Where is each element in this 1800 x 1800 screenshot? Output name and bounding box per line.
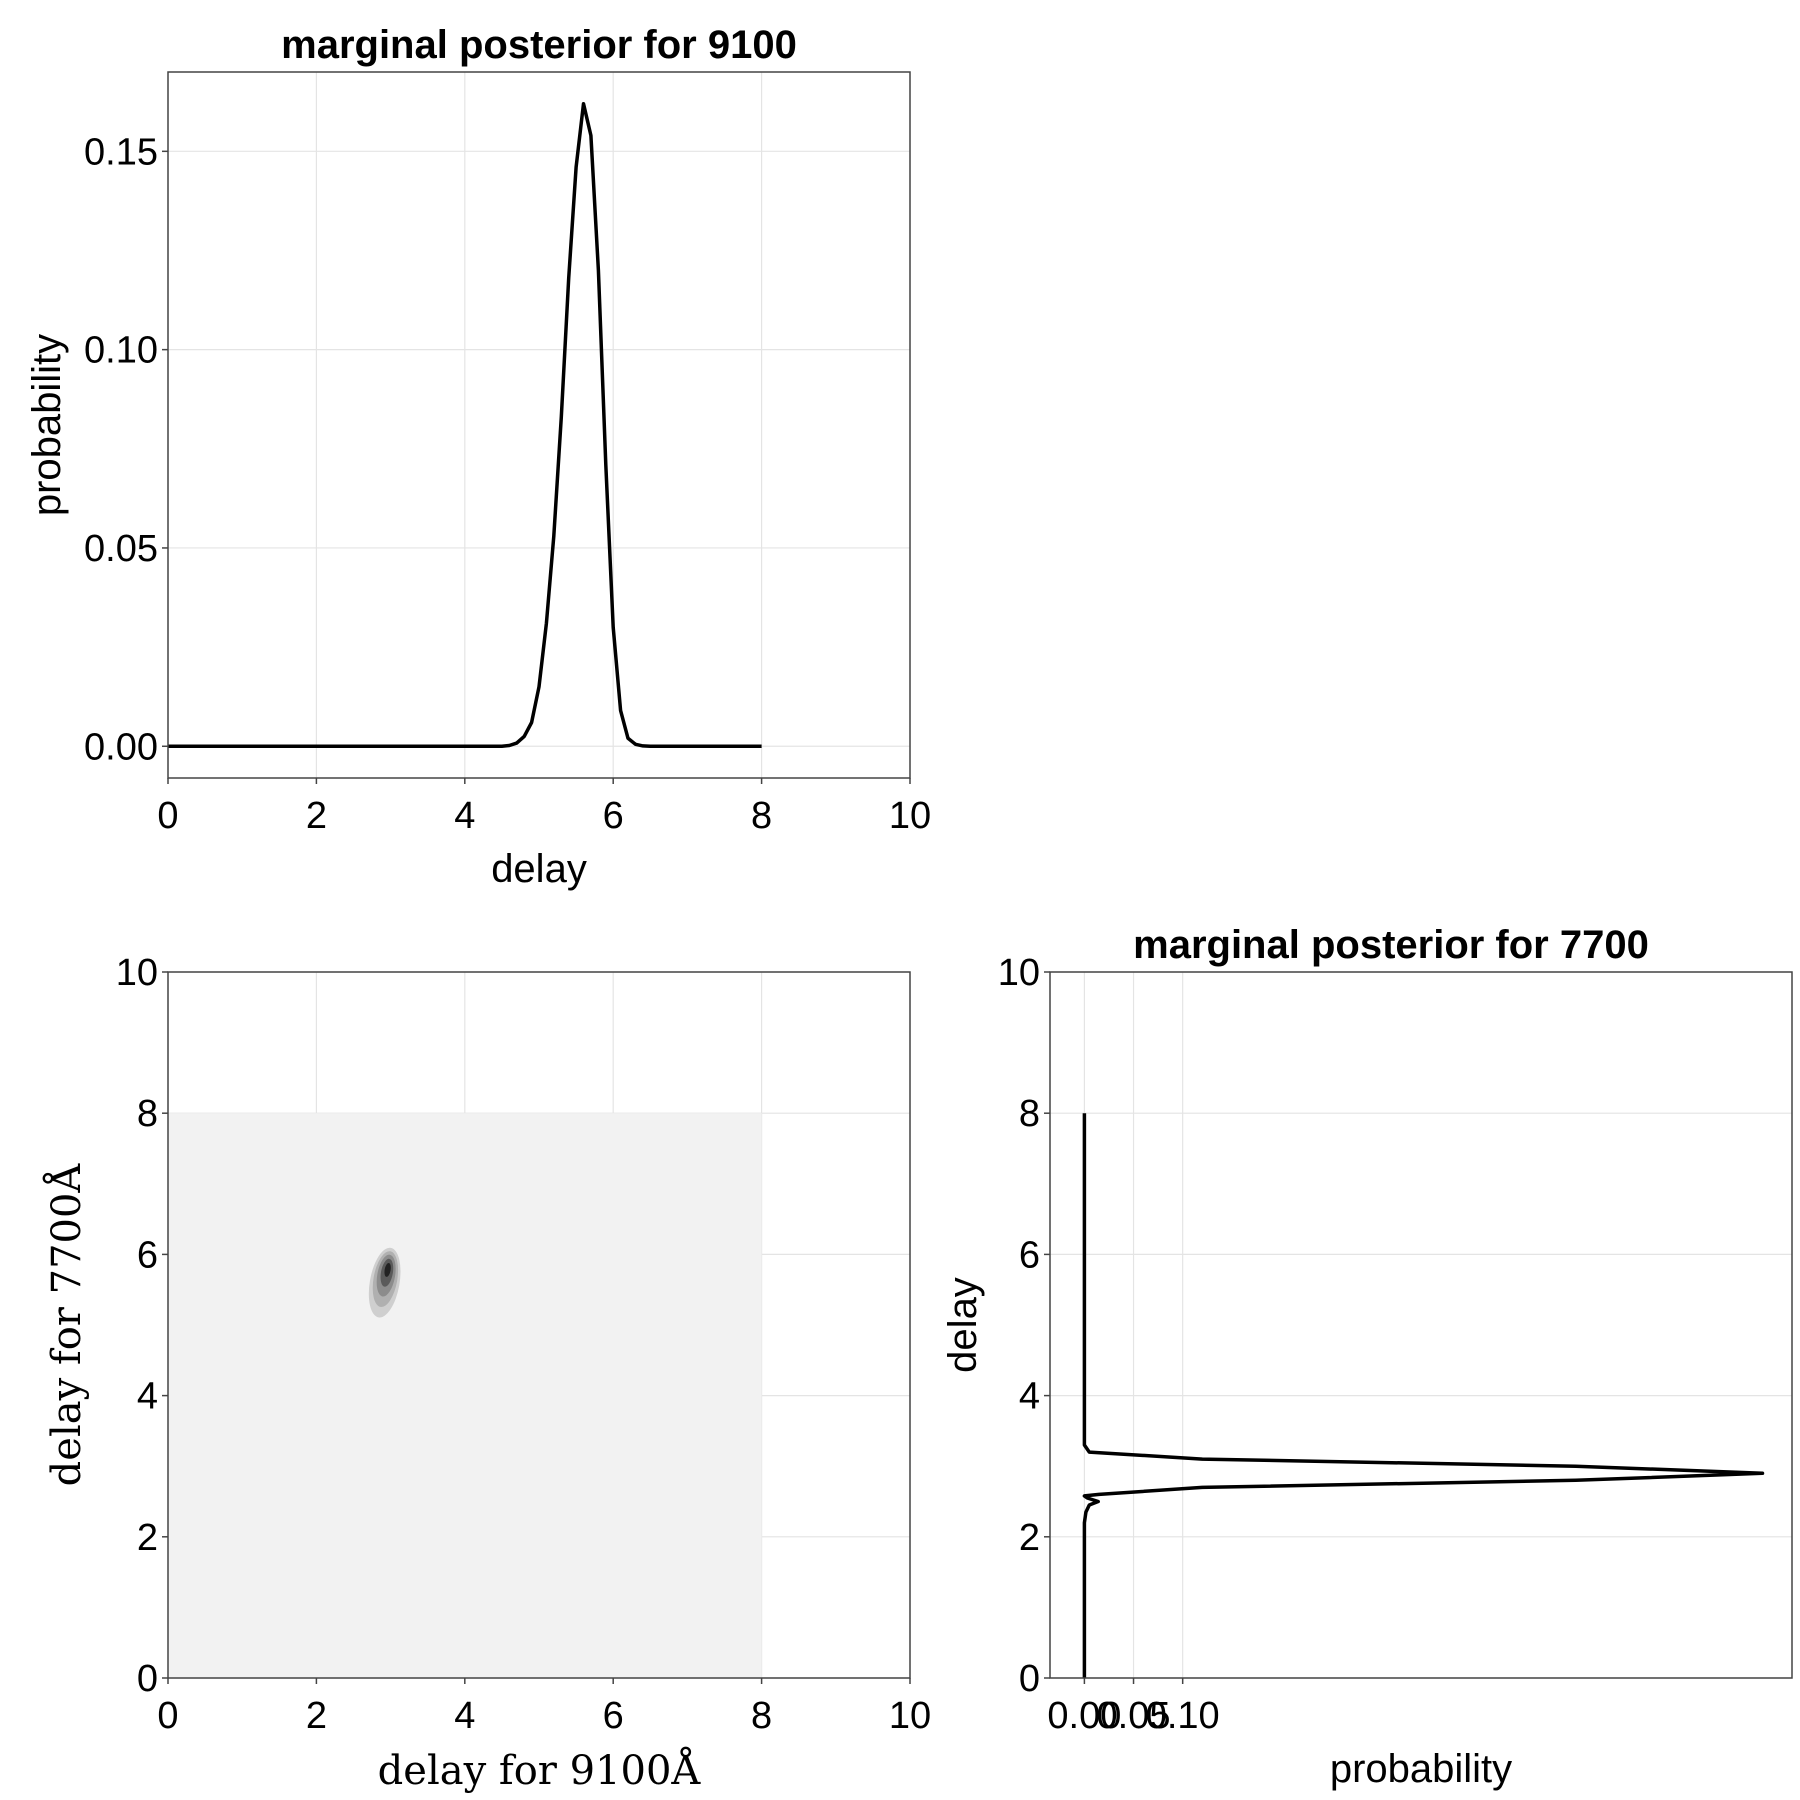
panel-9100-plot-area (168, 101, 762, 749)
panel-marginal-7700: 0.000.050.10 0 2 4 6 8 10 marginal posterior … (941, 923, 1793, 1791)
x-tick-label: 6 (603, 1695, 624, 1737)
joint-frame (167, 971, 911, 1679)
panel-9100-frame (167, 71, 911, 779)
y-tick-label: 8 (137, 1093, 158, 1135)
x-tick-label: 0.10 (1146, 1695, 1220, 1737)
y-tick-label: 6 (1019, 1234, 1040, 1276)
joint-y-ticks: 0 2 4 6 8 10 (116, 952, 168, 1700)
y-tick-label: 0.15 (84, 131, 158, 173)
panel-7700-grid (1050, 971, 1792, 1679)
panel-9100-y-axis-label: probability (25, 334, 69, 516)
panel-marginal-9100: 0 2 4 6 8 10 0.00 0.05 0.10 0.15 marginal poster… (25, 23, 931, 891)
y-tick-label: 10 (998, 952, 1040, 994)
y-tick-label: 0.05 (84, 528, 158, 570)
x-tick-label: 4 (454, 795, 475, 837)
panel-7700-y-ticks: 0 2 4 6 8 10 (998, 952, 1050, 1700)
x-tick-label: 0 (157, 795, 178, 837)
contour-level (384, 1262, 391, 1277)
x-tick-label: 10 (889, 1695, 931, 1737)
joint-support-region (168, 1113, 762, 1678)
joint-x-ticks: 0 2 4 6 8 10 (157, 1678, 931, 1737)
y-tick-label: 0.10 (84, 330, 158, 372)
y-tick-label: 0 (1019, 1658, 1040, 1700)
panel-7700-plot-area (1082, 1113, 1765, 1678)
joint-contour-area (368, 1247, 401, 1318)
y-tick-label: 4 (137, 1376, 158, 1418)
panel-9100-y-ticks: 0.00 0.05 0.10 0.15 (84, 131, 168, 768)
panel-7700-title: marginal posterior for 7700 (1133, 923, 1649, 967)
y-tick-label: 4 (1019, 1376, 1040, 1418)
y-tick-label: 2 (137, 1517, 158, 1559)
y-tick-label: 0.00 (84, 726, 158, 768)
panel-7700-x-axis-label: probability (1330, 1747, 1512, 1791)
x-tick-label: 0.05 (1097, 1695, 1171, 1737)
y-tick-label: 8 (1019, 1093, 1040, 1135)
panel-7700-x-ticks: 0.000.050.10 (1047, 1678, 1220, 1737)
posterior-curve-7700 (1082, 1113, 1765, 1678)
x-tick-label: 2 (306, 795, 327, 837)
joint-x-axis-label: delay for 9100Å (378, 1747, 702, 1794)
x-tick-label: 10 (889, 795, 931, 837)
joint-y-axis-label: delay for 7700Å (43, 1163, 90, 1487)
x-tick-label: 0 (157, 1695, 178, 1737)
y-tick-label: 2 (1019, 1517, 1040, 1559)
panel-7700-y-axis-label: delay (941, 1277, 985, 1373)
panel-9100-title: marginal posterior for 9100 (281, 23, 797, 67)
panel-7700-frame (1049, 971, 1793, 1679)
x-tick-label: 2 (306, 1695, 327, 1737)
panel-joint-posterior: 0 2 4 6 8 10 0 2 4 6 8 10 delay for 9100Å delay fo… (43, 952, 931, 1794)
y-tick-label: 6 (137, 1234, 158, 1276)
y-tick-label: 0 (137, 1658, 158, 1700)
x-tick-label: 4 (454, 1695, 475, 1737)
x-tick-label: 8 (751, 1695, 772, 1737)
panel-9100-x-axis-label: delay (491, 847, 587, 891)
x-tick-label: 8 (751, 795, 772, 837)
x-tick-label: 0.00 (1047, 1695, 1121, 1737)
x-tick-label: 6 (603, 795, 624, 837)
y-tick-label: 10 (116, 952, 158, 994)
posterior-curve-9100 (168, 101, 762, 749)
panel-9100-x-ticks: 0 2 4 6 8 10 (157, 778, 931, 837)
